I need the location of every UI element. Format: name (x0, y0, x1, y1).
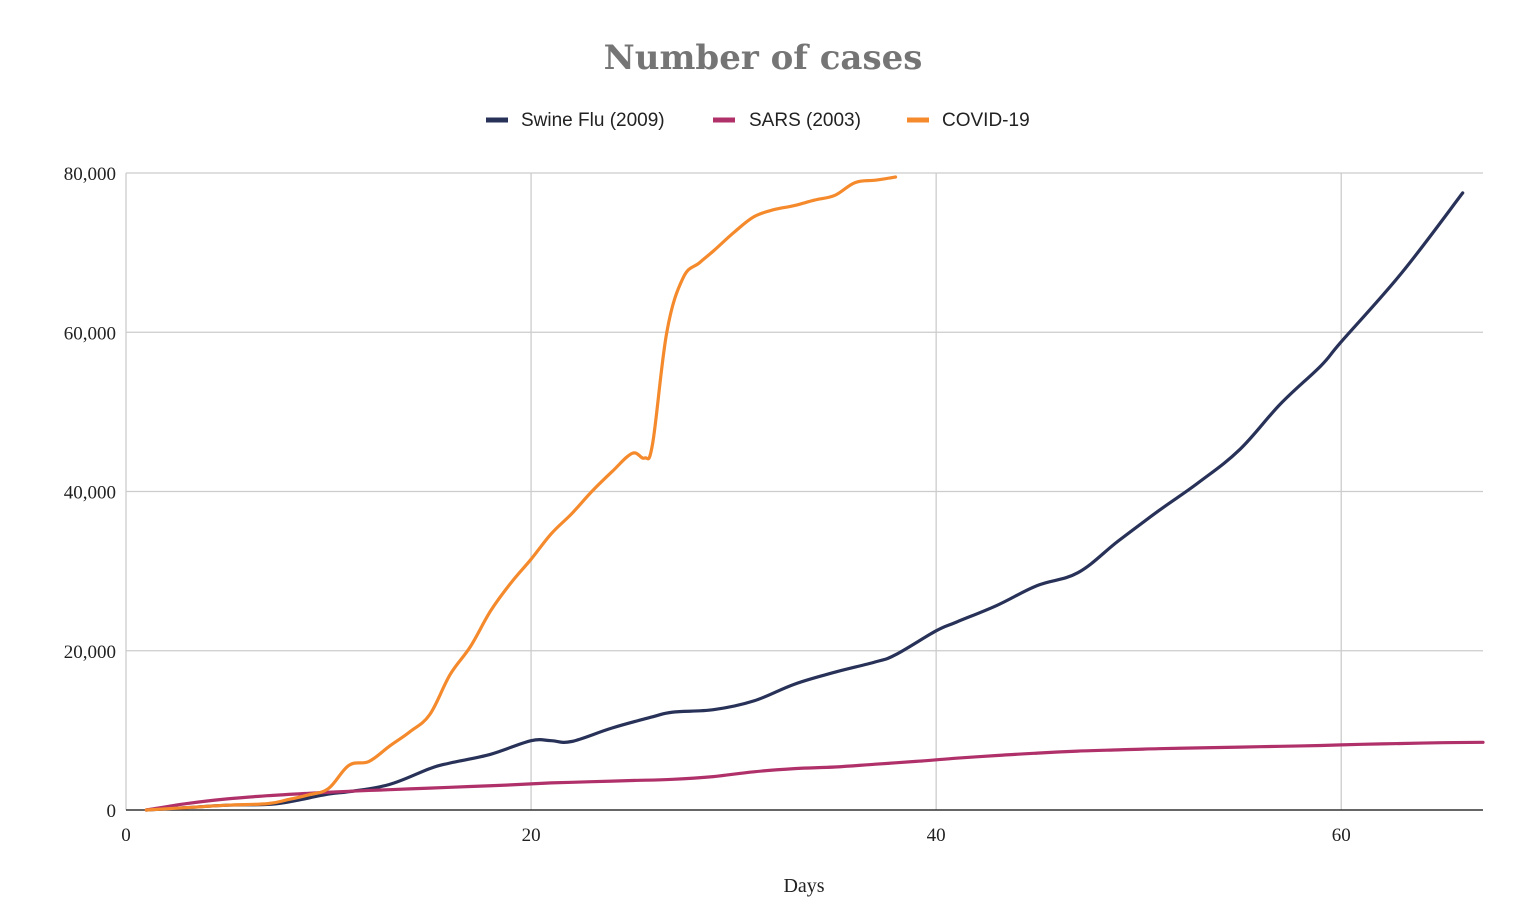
series-line-covid-19 (144, 175, 898, 812)
x-axis: 0 20 40 60 (121, 825, 1350, 846)
gridlines (125, 172, 1483, 810)
y-tick-label: 80,000 (64, 164, 116, 185)
x-tick-label: 0 (121, 825, 131, 846)
legend-item-covid-19[interactable]: COVID-19 (907, 110, 1030, 131)
series-line-sars-2003 (144, 740, 1485, 812)
legend-label-covid-19: COVID-19 (942, 110, 1030, 131)
legend-label-sars: SARS (2003) (749, 110, 861, 131)
y-tick-label: 0 (107, 801, 117, 822)
y-tick-label: 40,000 (64, 483, 116, 504)
legend: Swine Flu (2009) SARS (2003) COVID-19 (486, 110, 1030, 131)
x-tick-label: 20 (522, 825, 541, 846)
series-line-swine-flu-2009 (144, 191, 1465, 812)
x-axis-label: Days (783, 875, 824, 897)
legend-item-swine-flu[interactable]: Swine Flu (2009) (486, 110, 665, 131)
legend-label-swine-flu: Swine Flu (2009) (521, 110, 665, 131)
x-tick-label: 60 (1332, 825, 1351, 846)
legend-item-sars[interactable]: SARS (2003) (713, 110, 861, 131)
y-axis: 0 20,000 40,000 60,000 80,000 (64, 164, 116, 822)
series-lines (144, 175, 1485, 812)
x-tick-label: 40 (927, 825, 946, 846)
chart-title: Number of cases (604, 38, 923, 78)
y-tick-label: 60,000 (64, 323, 116, 344)
y-tick-label: 20,000 (64, 642, 116, 663)
